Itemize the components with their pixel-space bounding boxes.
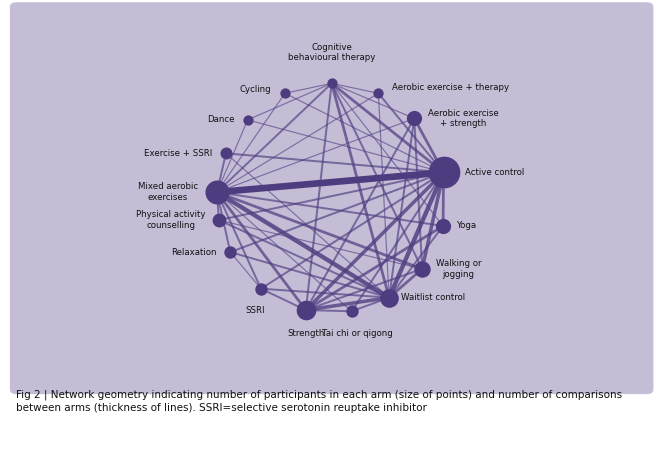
Text: Aerobic exercise
+ strength: Aerobic exercise + strength	[428, 109, 498, 128]
Point	[383, 294, 394, 301]
Point	[280, 90, 290, 97]
Text: Waitlist control: Waitlist control	[401, 293, 465, 302]
Point	[327, 80, 337, 87]
Point	[255, 285, 266, 292]
Text: Fig 2 | Network geometry indicating number of participants in each arm (size of : Fig 2 | Network geometry indicating numb…	[16, 390, 622, 413]
Text: Aerobic exercise + therapy: Aerobic exercise + therapy	[392, 83, 509, 92]
Text: Tai chi or qigong: Tai chi or qigong	[322, 328, 393, 337]
Point	[242, 116, 253, 124]
Point	[214, 217, 224, 224]
Text: Relaxation: Relaxation	[172, 248, 217, 256]
Point	[417, 265, 428, 273]
Text: Physical activity
counselling: Physical activity counselling	[136, 210, 205, 230]
Point	[220, 149, 231, 157]
Text: Exercise + SSRI: Exercise + SSRI	[145, 149, 213, 158]
Point	[438, 222, 448, 230]
Text: SSRI: SSRI	[246, 306, 265, 315]
Text: Cognitive
behavioural therapy: Cognitive behavioural therapy	[288, 43, 376, 63]
Point	[346, 308, 357, 315]
Text: Strength: Strength	[287, 329, 325, 338]
Text: Yoga: Yoga	[457, 222, 477, 231]
Point	[225, 249, 236, 256]
Text: Dance: Dance	[207, 116, 234, 125]
Point	[300, 307, 311, 314]
Point	[212, 188, 222, 196]
Point	[409, 115, 420, 122]
Text: Mixed aerobic
exercises: Mixed aerobic exercises	[138, 183, 198, 202]
Text: Active control: Active control	[465, 168, 524, 177]
FancyBboxPatch shape	[10, 2, 653, 394]
Point	[373, 90, 383, 97]
Text: Walking or
jogging: Walking or jogging	[436, 259, 481, 279]
Text: Cycling: Cycling	[240, 85, 271, 94]
Point	[438, 169, 449, 176]
